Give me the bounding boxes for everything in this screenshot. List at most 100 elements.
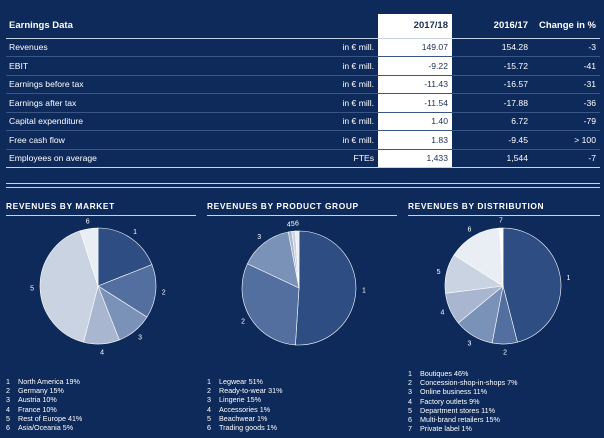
- legend-text: Beachwear 1%: [219, 413, 268, 423]
- legend-number: 4: [207, 404, 211, 414]
- legend-number: 2: [6, 386, 10, 396]
- legend-item: 2 Ready-to-wear 31%: [207, 386, 283, 395]
- legend-number: 6: [207, 423, 211, 433]
- row-unit: in € mill.: [246, 56, 378, 76]
- table-row: Capital expenditure in € mill. 1.40 6.72 -79: [6, 112, 600, 131]
- row-label: EBIT: [6, 56, 246, 76]
- legend-item: 2 Concession-shop-in-shops 7%: [408, 378, 517, 387]
- value-change-percent: -3: [532, 38, 600, 57]
- table-row: Earnings before tax in € mill. -11.43 -16.5…: [6, 75, 600, 94]
- table-row: Free cash flow in € mill. 1.83 -9.45 > 100: [6, 130, 600, 150]
- legend-number: 2: [408, 378, 412, 388]
- legend-text: Legwear 51%: [219, 377, 263, 386]
- row-unit: in € mill.: [246, 93, 378, 113]
- pie-slice-5: [39, 230, 99, 343]
- legend-number: 4: [408, 396, 412, 406]
- pie-chart-distribution: 1 2 3 4 5 6 7: [437, 218, 571, 357]
- legend-item: 5 Beachwear 1%: [207, 414, 283, 423]
- legend-text: Rest of Europe 41%: [18, 413, 83, 423]
- legend-item: 2 Germany 15%: [6, 386, 82, 395]
- column-header-change: Change in %: [532, 14, 600, 39]
- pie-slice-1: [97, 227, 153, 287]
- section-separator: [6, 183, 600, 184]
- legend-product-group: 1 Legwear 51% 2 Ready-to-wear 31% 3 Lingerie …: [207, 377, 283, 432]
- slice-label-2: 2: [162, 290, 166, 297]
- legend-text: Germany 15%: [18, 386, 64, 396]
- slice-label-1: 1: [567, 275, 571, 282]
- slice-label-1: 1: [133, 229, 137, 236]
- legend-text: Boutiques 46%: [420, 369, 469, 378]
- legend-number: 5: [408, 405, 412, 415]
- row-label: Free cash flow: [6, 130, 246, 150]
- value-2017-18: 1.40: [378, 112, 452, 131]
- slice-label-2: 2: [241, 319, 245, 326]
- table-row: Earnings after tax in € mill. -11.54 -17.88…: [6, 93, 600, 113]
- legend-item: 6 Multi-brand retailers 15%: [408, 415, 517, 424]
- slice-label-4: 4: [287, 221, 291, 228]
- row-unit: in € mill.: [246, 38, 378, 57]
- slice-label-3: 3: [138, 334, 142, 341]
- row-label: Earnings before tax: [6, 75, 246, 94]
- row-unit: in € mill.: [246, 75, 378, 94]
- legend-item: 1 Legwear 51%: [207, 377, 283, 386]
- value-change-percent: -79: [532, 112, 600, 131]
- legend-number: 6: [6, 423, 10, 433]
- slice-label-6: 6: [295, 221, 299, 228]
- row-label: Capital expenditure: [6, 112, 246, 131]
- legend-number: 2: [207, 386, 211, 396]
- legend-text: Austria 10%: [18, 395, 57, 405]
- row-unit: in € mill.: [246, 130, 378, 150]
- value-change-percent: > 100: [532, 130, 600, 150]
- table-header-row: Earnings Data 2017/18 2016/17 Change in …: [6, 14, 600, 39]
- section-separator: [6, 187, 600, 188]
- slice-label-6: 6: [86, 218, 90, 225]
- legend-item: 7 Private label 1%: [408, 424, 517, 433]
- value-2017-18: -9.22: [378, 56, 452, 76]
- legend-number: 3: [408, 387, 412, 397]
- pie-slice-2: [97, 264, 157, 318]
- pie-chart-market: 1 2 3 4 5 6: [30, 218, 166, 356]
- row-label: Revenues: [6, 38, 246, 57]
- value-2017-18: 149.07: [378, 38, 452, 57]
- value-2016-17: 1,544: [452, 149, 532, 168]
- legend-text: Trading goods 1%: [219, 423, 278, 433]
- legend-number: 1: [6, 377, 10, 386]
- value-2017-18: 1,433: [378, 149, 452, 168]
- column-header-2016-17: 2016/17: [452, 14, 532, 39]
- value-change-percent: -7: [532, 149, 600, 168]
- table-row: Employees on average FTEs 1,433 1,544 -7: [6, 149, 600, 168]
- value-change-percent: -36: [532, 93, 600, 113]
- table-row: EBIT in € mill. -9.22 -15.72 -41: [6, 56, 600, 76]
- chart-title-rule: [207, 215, 397, 216]
- slice-label-2: 2: [503, 349, 507, 356]
- legend-number: 3: [6, 395, 10, 405]
- pie-chart-product-group: 1 2 3 4 5 6: [241, 221, 366, 346]
- legend-item: 1 North America 19%: [6, 377, 82, 386]
- legend-item: 6 Trading goods 1%: [207, 423, 283, 432]
- legend-number: 5: [6, 413, 10, 423]
- slice-label-3: 3: [467, 340, 471, 347]
- legend-market: 1 North America 19% 2 Germany 15% 3 Austria 1…: [6, 377, 82, 432]
- pie-slice-6: [295, 230, 300, 289]
- pie-slice-7: [499, 227, 504, 287]
- table-body: Revenues in € mill. 149.07 154.28 -3 EBIT in €…: [6, 38, 600, 168]
- legend-item: 3 Austria 10%: [6, 395, 82, 404]
- slice-label-4: 4: [440, 310, 444, 317]
- column-header-2017-18: 2017/18: [378, 14, 452, 39]
- value-change-percent: -31: [532, 75, 600, 94]
- legend-text: Accessories 1%: [219, 404, 271, 414]
- earnings-table-container: Earnings Data 2017/18 2016/17 Change in …: [6, 14, 600, 168]
- value-2016-17: -16.57: [452, 75, 532, 94]
- legend-text: Lingerie 15%: [219, 395, 261, 405]
- slice-label-6: 6: [467, 227, 471, 234]
- legend-item: 3 Online business 11%: [408, 387, 517, 396]
- slice-label-5: 5: [30, 286, 34, 293]
- row-label: Earnings after tax: [6, 93, 246, 113]
- pie-slice-6: [453, 227, 504, 287]
- value-2017-18: -11.54: [378, 93, 452, 113]
- pie-slice-3: [247, 231, 300, 289]
- legend-number: 7: [408, 424, 412, 434]
- value-2016-17: 6.72: [452, 112, 532, 131]
- table-row: Revenues in € mill. 149.07 154.28 -3: [6, 38, 600, 57]
- legend-text: Factory outlets 9%: [420, 396, 480, 406]
